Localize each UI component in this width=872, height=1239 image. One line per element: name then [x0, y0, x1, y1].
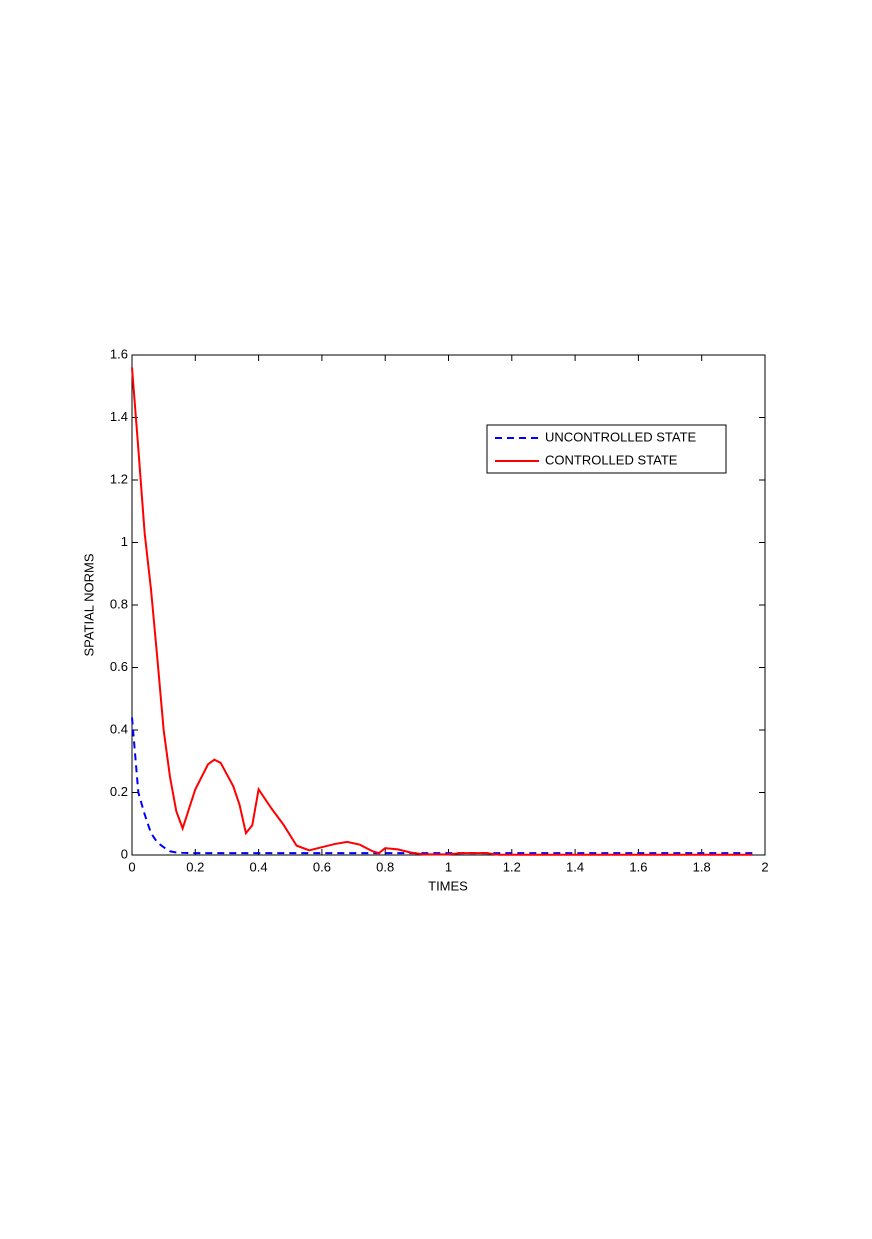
x-axis-label: TIMES — [428, 878, 468, 893]
y-tick-label: 1.4 — [110, 409, 128, 424]
x-tick-label: 2 — [761, 859, 768, 874]
x-tick-label: 0.6 — [313, 859, 331, 874]
legend-label: CONTROLLED STATE — [545, 452, 678, 467]
x-tick-label: 0.8 — [376, 859, 394, 874]
y-tick-label: 0.2 — [110, 784, 128, 799]
x-tick-label: 1.8 — [693, 859, 711, 874]
y-tick-label: 1.2 — [110, 471, 128, 486]
y-tick-label: 1.6 — [110, 346, 128, 361]
y-tick-label: 0.4 — [110, 721, 128, 736]
legend-label: UNCONTROLLED STATE — [545, 429, 697, 444]
y-tick-label: 0 — [121, 846, 128, 861]
y-tick-label: 0.8 — [110, 596, 128, 611]
x-tick-label: 1.4 — [566, 859, 584, 874]
x-tick-label: 0 — [128, 859, 135, 874]
series-line — [131, 717, 753, 855]
y-axis-label: SPATIAL NORMS — [81, 553, 96, 656]
y-tick-label: 0.6 — [110, 659, 128, 674]
x-tick-label: 1.2 — [503, 859, 521, 874]
x-tick-label: 1.6 — [629, 859, 647, 874]
y-tick-label: 1 — [121, 534, 128, 549]
x-tick-label: 0.2 — [186, 859, 204, 874]
x-tick-label: 0.4 — [250, 859, 268, 874]
series-line — [131, 367, 753, 856]
legend-box — [486, 424, 727, 474]
x-tick-label: 1 — [445, 859, 452, 874]
